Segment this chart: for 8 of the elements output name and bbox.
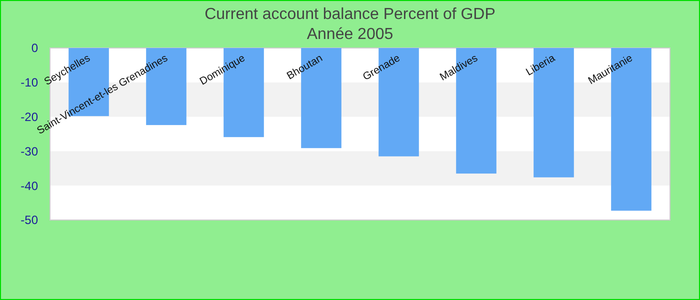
chart-subtitle: Année 2005 [306, 26, 394, 43]
y-tick-label: -40 [20, 178, 38, 193]
y-tick-label: -30 [20, 144, 38, 158]
y-tick-label: 0 [31, 41, 38, 56]
y-tick-label: -50 [20, 213, 38, 228]
chart-title: Current account balance Percent of GDP [204, 6, 496, 23]
y-tick-label: -20 [20, 110, 38, 124]
y-tick-label: -10 [20, 76, 38, 90]
